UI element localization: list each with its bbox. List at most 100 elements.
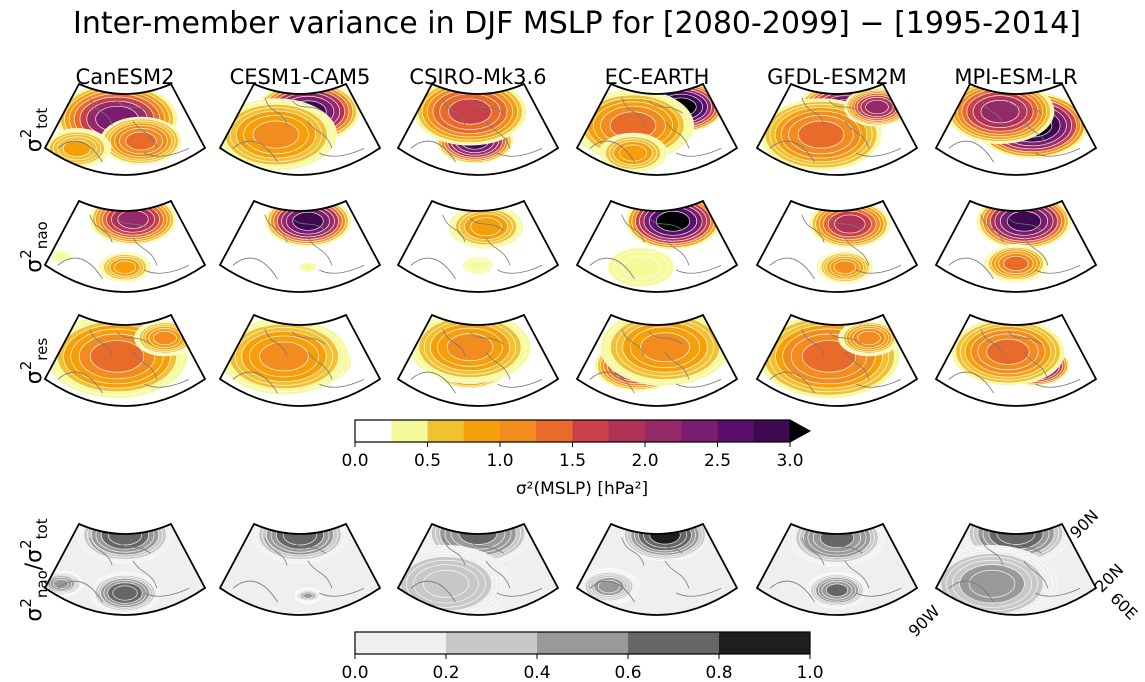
map-panel: [398, 524, 558, 615]
colorbar-segment: [446, 632, 538, 654]
coastline: [1035, 148, 1081, 157]
coastline: [856, 379, 902, 388]
coastline: [1007, 100, 1042, 114]
row-label: σ2nao/σ2tot: [17, 518, 51, 621]
colorbar-segment: [717, 420, 755, 442]
coastline: [844, 237, 870, 266]
coastline: [676, 588, 722, 597]
coastline: [676, 379, 722, 388]
coastline: [1023, 560, 1049, 589]
colorbar-tick-label: 1.5: [559, 451, 586, 471]
coastline: [801, 214, 825, 243]
panel-frame: [575, 522, 739, 616]
coastline: [264, 97, 288, 126]
panel-frame: [43, 522, 207, 616]
contour-level: [621, 255, 661, 279]
coastline: [116, 100, 151, 114]
coastline: [828, 540, 863, 554]
colorbar-tick-label: 0.5: [414, 451, 441, 471]
row-label-symbol: σ: [22, 549, 47, 563]
coastline: [57, 371, 103, 394]
panel-frame: [396, 82, 560, 176]
contour-level: [112, 585, 138, 601]
coastline: [844, 120, 870, 149]
colorbar-segment: [427, 420, 465, 442]
panel-frame: [755, 522, 919, 616]
coastline: [319, 588, 365, 597]
coastline: [307, 120, 333, 149]
colorbar-segment: [645, 420, 682, 442]
coastline: [648, 540, 683, 554]
map-panels: [43, 82, 1098, 616]
panel-frame: [396, 313, 560, 407]
row-labels: σ 2tot σ2nao σ2res σ2nao/σ2tot: [17, 108, 51, 622]
contour-level: [968, 569, 1016, 598]
coastline: [844, 351, 870, 380]
contour-level: [797, 120, 845, 149]
panel-frame: [218, 522, 382, 616]
coastline: [469, 331, 504, 345]
colorbar-tick-label: 0.2: [432, 663, 459, 682]
coastline: [621, 97, 645, 126]
map-panel: [936, 315, 1096, 406]
coastline: [948, 371, 994, 394]
coastline: [410, 371, 456, 394]
panel-frame: [575, 313, 739, 407]
colorbar-tick-label: 1.0: [486, 451, 513, 471]
row-label-symbol: σ: [22, 370, 47, 384]
coastline: [1023, 237, 1049, 266]
coastline: [589, 371, 635, 394]
colorbar-tick-label: 2.5: [704, 451, 731, 471]
contour-level: [825, 583, 849, 597]
coastline: [856, 148, 902, 157]
map-panel: [220, 315, 380, 406]
row-label: σ2res: [17, 338, 51, 385]
coastline: [410, 140, 456, 163]
map-panel: [577, 315, 737, 406]
coastline: [291, 331, 326, 345]
colorbar-tick-label: 0.0: [341, 451, 368, 471]
coastline: [57, 580, 103, 603]
coastline: [648, 100, 683, 114]
panel-frame: [43, 313, 207, 407]
coastline: [769, 371, 815, 394]
panel-frame: [43, 199, 207, 293]
coastline: [828, 217, 863, 231]
coastline: [676, 148, 722, 157]
coastline: [232, 371, 278, 394]
panel-frame: [396, 522, 560, 616]
coastline: [232, 580, 278, 603]
coastline: [980, 97, 1004, 126]
ratio-colorbar: 0.0 0.2 0.4 0.6 0.8 1.0: [341, 631, 824, 682]
row-label-sub: tot: [33, 108, 51, 129]
coastline: [116, 331, 151, 345]
row-label-sup: 2: [17, 129, 35, 139]
coastline: [769, 580, 815, 603]
model-column-titles: CanESM2 CESM1-CAM5 CSIRO-Mk3.6 EC-EARTH GFDL…: [76, 65, 1078, 89]
panel-frame: [755, 82, 919, 176]
row-label-sep: /: [22, 562, 47, 570]
coastline: [485, 560, 511, 589]
coastline: [980, 328, 1004, 357]
model-title: MPI-ESM-LR: [954, 65, 1077, 89]
coastline: [497, 265, 543, 274]
panel-frame: [218, 82, 382, 176]
colorbar-segment: [463, 420, 501, 442]
coastline: [291, 540, 326, 554]
coastline: [469, 540, 504, 554]
row-label-sub: nao: [33, 221, 51, 249]
colorbar-segment: [753, 420, 791, 442]
coastline: [648, 217, 683, 231]
coastline: [264, 214, 288, 243]
coastline: [1007, 331, 1042, 345]
colorbar-segment: [628, 632, 720, 654]
colorbar-segment: [608, 420, 646, 442]
row-label: σ2nao: [17, 221, 51, 272]
coastline: [589, 140, 635, 163]
coastline: [856, 265, 902, 274]
coastline: [319, 379, 365, 388]
colorbar-segment: [355, 632, 447, 654]
panel-frame: [934, 82, 1098, 176]
coastline: [132, 237, 158, 266]
contour-level: [292, 211, 324, 231]
